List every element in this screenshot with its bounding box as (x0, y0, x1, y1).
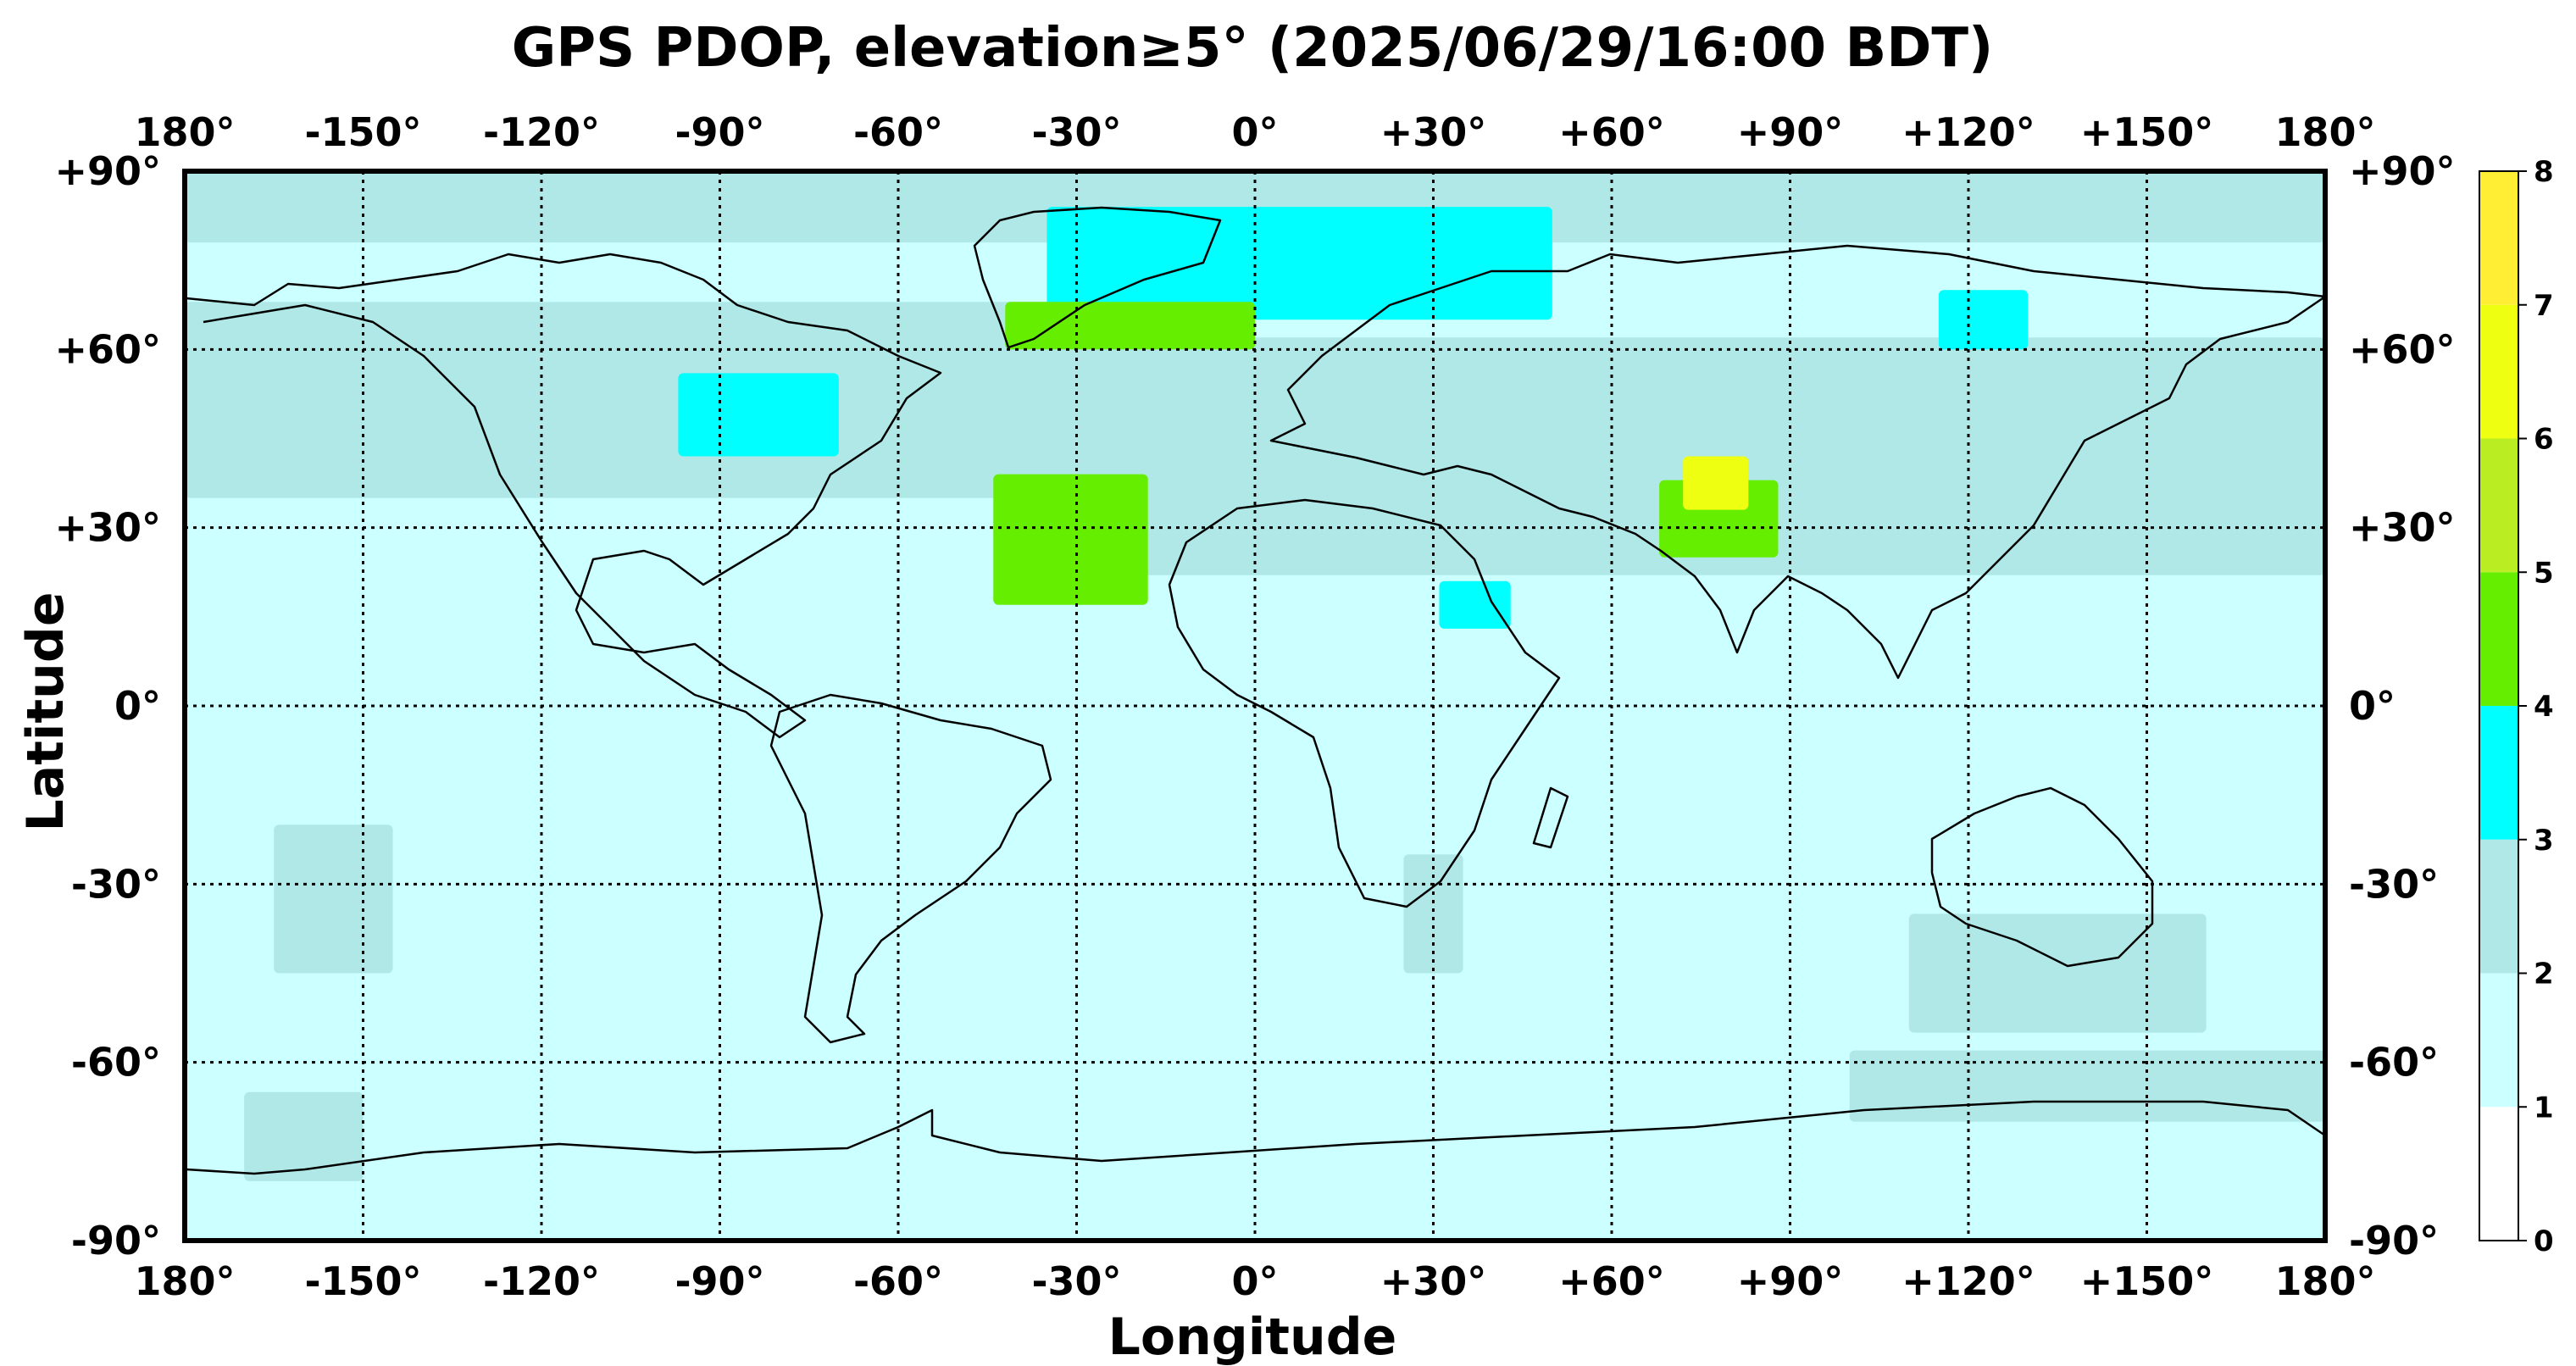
bottom-lon-tick-label: 0° (1231, 1258, 1278, 1304)
pdop-region-13 (1403, 854, 1463, 974)
colorbar-tick-label: 3 (2534, 824, 2554, 858)
colorbar-tick-label: 0 (2534, 1224, 2554, 1258)
bottom-lon-tick-label: +30° (1380, 1258, 1487, 1304)
top-lon-tick-label: +30° (1380, 109, 1487, 155)
y-axis-label: Latitude (16, 591, 75, 831)
right-lat-tick-label: -30° (2349, 861, 2439, 907)
chart-title: GPS PDOP, elevation≥5° (2025/06/29/16:00… (512, 17, 1994, 80)
right-lat-tick-label: -90° (2349, 1218, 2439, 1263)
bottom-lon-tick-label: +60° (1558, 1258, 1665, 1304)
pdop-region-4 (1005, 302, 1255, 350)
coastline-eurasia (1269, 244, 2327, 680)
coastline-south-america (769, 693, 1052, 1044)
grid-lines (185, 171, 2325, 1241)
colorbar-tick-label: 7 (2534, 289, 2554, 323)
colorbar: 0 1 2 3 4 5 6 7 8 (2479, 155, 2554, 1258)
colorbar-segment (2479, 1107, 2518, 1241)
right-lat-tick-label: +30° (2349, 505, 2456, 551)
colorbar-tick-label: 1 (2534, 1091, 2554, 1124)
bottom-lon-tick-label: -60° (853, 1258, 943, 1304)
bottom-lon-tick-label: +150° (2080, 1258, 2214, 1304)
top-lon-tick-label: 180° (134, 109, 235, 155)
left-lat-tick-label: +90° (54, 148, 161, 194)
top-lon-tick-label: +150° (2080, 109, 2214, 155)
x-axis-label: Longitude (1108, 1308, 1397, 1366)
top-lon-tick-label: -150° (304, 109, 421, 155)
pdop-region-14 (244, 1091, 364, 1181)
colorbar-tick-label: 8 (2534, 155, 2554, 189)
bottom-lon-tick-label: -120° (483, 1258, 600, 1304)
pdop-region-8 (1683, 456, 1749, 510)
pdop-region-12 (1908, 913, 2207, 1033)
colorbar-segment (2479, 438, 2518, 573)
axis-tick-labels: 180° 180° -150° -150° -120° -120° -90° -90° -60°… (54, 109, 2455, 1304)
pdop-region-5 (993, 474, 1148, 605)
top-lon-tick-label: 180° (2274, 109, 2375, 155)
colorbar-segment (2479, 839, 2518, 974)
top-lon-tick-label: -90° (675, 109, 764, 155)
coastline-australia (1930, 786, 2154, 968)
right-lat-tick-label: +90° (2349, 148, 2456, 194)
top-lon-tick-label: -120° (483, 109, 600, 155)
bottom-lon-tick-label: -30° (1031, 1258, 1121, 1304)
top-lon-tick-label: -30° (1031, 109, 1121, 155)
right-lat-tick-label: 0° (2349, 683, 2396, 729)
coastline-madagascar (1532, 786, 1569, 849)
top-lon-tick-label: +90° (1737, 109, 1844, 155)
pdop-region-11 (274, 825, 393, 974)
left-lat-tick-label: -60° (71, 1040, 161, 1086)
pdop-region-6 (678, 373, 839, 457)
colorbar-segment (2479, 572, 2518, 706)
right-lat-tick-label: +60° (2349, 326, 2456, 372)
coastline-greenland (973, 206, 1222, 349)
map-area (182, 169, 2328, 1243)
colorbar-tick-label: 5 (2534, 556, 2554, 590)
bottom-lon-tick-label: 180° (134, 1258, 235, 1304)
colorbar-tick-label: 6 (2534, 423, 2554, 457)
bottom-lon-tick-label: +90° (1737, 1258, 1844, 1304)
map-frame (182, 169, 2328, 1243)
left-lat-tick-label: +30° (54, 505, 161, 551)
top-lon-tick-label: +120° (1901, 109, 2035, 155)
colorbar-segment (2479, 304, 2518, 439)
coastline-antarctica (186, 1100, 2326, 1175)
colorbar-segment (2479, 171, 2518, 305)
top-lon-tick-label: -60° (853, 109, 943, 155)
top-lon-tick-label: +60° (1558, 109, 1665, 155)
top-lon-tick-label: 0° (1231, 109, 1278, 155)
pdop-region-2 (1017, 337, 2325, 575)
left-lat-tick-label: -90° (71, 1218, 161, 1263)
colorbar-tick-label: 4 (2534, 690, 2554, 724)
right-lat-tick-label: -60° (2349, 1040, 2439, 1086)
pdop-region-3 (1046, 207, 1552, 320)
coastlines (186, 206, 2327, 1175)
left-lat-tick-label: +60° (54, 326, 161, 372)
bottom-lon-tick-label: -150° (304, 1258, 421, 1304)
bottom-lon-tick-label: -90° (675, 1258, 764, 1304)
pdop-region-9 (1439, 580, 1511, 629)
left-lat-tick-label: 0° (114, 683, 161, 729)
colorbar-segment (2479, 706, 2518, 840)
left-lat-tick-label: -30° (71, 861, 161, 907)
coastline-africa (1168, 498, 1561, 908)
pdop-region-1 (185, 302, 1136, 498)
coastline-north-america (186, 253, 942, 739)
colorbar-segment (2479, 973, 2518, 1108)
bottom-lon-tick-label: +120° (1901, 1258, 2035, 1304)
bottom-lon-tick-label: 180° (2274, 1258, 2375, 1304)
colorbar-tick-label: 2 (2534, 958, 2554, 991)
pdop-region-10 (1938, 290, 2029, 350)
